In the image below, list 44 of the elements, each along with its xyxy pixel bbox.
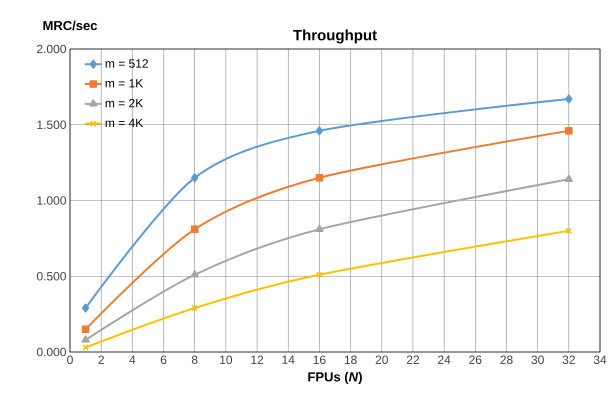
x-tick-label: 22 xyxy=(406,356,420,364)
x-tick-label: 26 xyxy=(469,356,482,364)
point xyxy=(190,270,199,278)
x-tick-label: 24 xyxy=(438,356,450,364)
point xyxy=(82,325,90,334)
x-tick-label: 0 xyxy=(67,356,73,364)
x-tick-label: 18 xyxy=(344,356,357,364)
x-tick-label: 6 xyxy=(160,356,166,364)
x-tick-label: 4 xyxy=(129,356,136,364)
point xyxy=(82,304,90,313)
x-axis-title: FPUs (N) xyxy=(308,372,362,384)
point xyxy=(565,94,572,104)
point xyxy=(191,304,198,312)
point xyxy=(316,174,324,182)
x-tick-label: 2 xyxy=(98,356,104,364)
x-tick-label: 34 xyxy=(594,356,606,364)
point xyxy=(190,225,199,234)
legend-label: m = 4K xyxy=(106,118,144,128)
x-tick-label: 30 xyxy=(531,356,544,364)
point xyxy=(316,271,323,278)
point xyxy=(564,174,573,182)
y-axis-title: MRC/sec xyxy=(43,20,98,30)
x-tick-label: 20 xyxy=(376,356,388,364)
x-tick-label: 16 xyxy=(314,356,326,364)
legend-label: m = 512 xyxy=(106,59,148,68)
x-tick-label: 12 xyxy=(251,356,264,364)
x-tick-label: 8 xyxy=(192,356,198,364)
x-tick-label: 32 xyxy=(562,356,575,364)
y-tick-label: 0.500 xyxy=(36,272,66,280)
y-tick-label: 2.000 xyxy=(37,44,66,54)
point xyxy=(82,335,90,343)
x-tick-label: 14 xyxy=(282,356,295,364)
point xyxy=(315,224,324,232)
y-tick-label: 1.000 xyxy=(37,196,66,205)
x-tick-label: 28 xyxy=(500,356,513,364)
chart-title: Throughput xyxy=(293,29,377,44)
point xyxy=(565,127,573,135)
point xyxy=(316,126,324,136)
y-tick-label: 1.500 xyxy=(37,120,66,129)
x-tick-label: 10 xyxy=(220,356,232,364)
legend-label: m = 1K xyxy=(106,79,144,88)
legend-label: m = 2K xyxy=(106,98,144,108)
y-tick-label: 0.000 xyxy=(36,348,66,356)
point xyxy=(191,173,198,182)
